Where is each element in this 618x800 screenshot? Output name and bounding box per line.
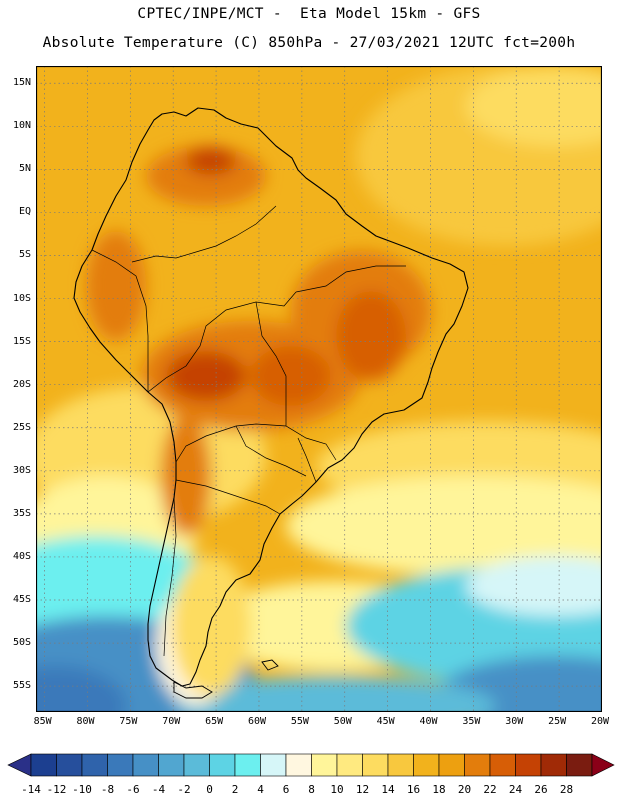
- colorbar-swatch: [107, 753, 134, 777]
- colorbar-label: -10: [72, 783, 92, 796]
- lat-tick-label: 45S: [12, 594, 31, 606]
- lon-tick-label: 30W: [505, 716, 524, 727]
- colorbar-under-arrow: [7, 753, 32, 777]
- colorbar-label: 2: [231, 783, 239, 796]
- colorbar-label: 14: [381, 783, 395, 796]
- colorbar-label: 16: [406, 783, 421, 796]
- lat-tick-label: 35S: [12, 507, 31, 519]
- falkland-islands: [261, 659, 279, 671]
- lat-tick-label: 15N: [12, 77, 31, 89]
- temperature-field: [36, 66, 602, 712]
- map-frame: [36, 66, 602, 712]
- colorbar-label: -4: [151, 783, 166, 796]
- lon-tick-label: 80W: [76, 716, 95, 727]
- colorbar-label: 8: [308, 783, 315, 796]
- colorbar-swatch: [540, 753, 567, 777]
- colorbar-label: 12: [355, 783, 370, 796]
- colorbar-swatch: [362, 753, 389, 777]
- colorbar-swatch: [260, 753, 287, 777]
- lon-tick-label: 75W: [119, 716, 138, 727]
- colorbar-swatch: [566, 753, 593, 777]
- colorbar-swatch: [30, 753, 57, 777]
- lon-tick-label: 55W: [290, 716, 309, 727]
- temperature-map: [36, 66, 602, 712]
- colorbar-label: -8: [100, 783, 115, 796]
- colorbar-swatch: [158, 753, 185, 777]
- colorbar-label: 4: [257, 783, 264, 796]
- colorbar-label: 22: [483, 783, 497, 796]
- colorbar-label: 28: [559, 783, 574, 796]
- map-title-line-1: CPTEC/INPE/MCT - Eta Model 15km - GFS: [137, 6, 481, 22]
- lat-tick-label: 10S: [12, 292, 31, 304]
- colorbar-label: 24: [508, 783, 523, 796]
- colorbar-swatch: [336, 753, 363, 777]
- lon-tick-label: 25W: [548, 716, 567, 727]
- colorbar-swatch: [132, 753, 159, 777]
- colorbar-swatch: [515, 753, 542, 777]
- lat-tick-label: 40S: [12, 550, 31, 562]
- color-scale-bar: [7, 753, 615, 777]
- lon-tick-label: 35W: [462, 716, 481, 727]
- lon-tick-label: 20W: [591, 716, 610, 727]
- colorbar-swatch: [234, 753, 261, 777]
- colorbar-label: 18: [432, 783, 446, 796]
- lat-tick-label: 10N: [12, 120, 31, 132]
- tierra-del-fuego: [173, 681, 213, 699]
- lat-tick-label: 5S: [18, 249, 31, 261]
- colorbar-swatch: [438, 753, 465, 777]
- south-america-coastline: [73, 107, 469, 687]
- colorbar-label: 0: [206, 783, 213, 796]
- lat-tick-label: 30S: [12, 464, 31, 476]
- colorbar-swatch: [209, 753, 236, 777]
- colorbar-swatch: [56, 753, 83, 777]
- lat-tick-label: 5N: [18, 163, 31, 175]
- lon-tick-label: 70W: [162, 716, 181, 727]
- colorbar-swatch: [464, 753, 491, 777]
- map-title-line-2: Absolute Temperature (C) 850hPa - 27/03/…: [42, 35, 576, 51]
- lat-tick-label: EQ: [18, 206, 31, 218]
- colorbar-label: -6: [126, 783, 140, 796]
- colorbar-swatch: [81, 753, 108, 777]
- colorbar-label: -12: [46, 783, 67, 796]
- lon-tick-label: 40W: [419, 716, 438, 727]
- colorbar-label: -2: [177, 783, 191, 796]
- colorbar-label: 20: [457, 783, 472, 796]
- lon-tick-label: 85W: [33, 716, 52, 727]
- colorbar-label: -14: [21, 783, 41, 796]
- colorbar-label: 26: [534, 783, 548, 796]
- colorbar-label: 6: [282, 783, 290, 796]
- colorbar-swatch: [285, 753, 312, 777]
- colorbar-swatch: [387, 753, 414, 777]
- lat-tick-label: 55S: [12, 680, 31, 692]
- colorbar-swatch: [413, 753, 440, 777]
- colorbar-over-arrow: [591, 753, 615, 777]
- lon-tick-label: 50W: [333, 716, 352, 727]
- lat-tick-label: 15S: [12, 335, 31, 347]
- colorbar-swatch: [489, 753, 516, 777]
- colorbar-label: 10: [330, 783, 344, 796]
- lon-tick-label: 45W: [376, 716, 395, 727]
- country-borders: [91, 205, 406, 657]
- colorbar-swatch: [183, 753, 210, 777]
- lon-tick-label: 60W: [247, 716, 267, 727]
- lon-tick-label: 65W: [205, 716, 224, 727]
- lat-tick-label: 50S: [12, 637, 31, 649]
- lat-tick-label: 25S: [12, 421, 31, 433]
- colorbar-swatch: [311, 753, 338, 777]
- lat-tick-label: 20S: [12, 378, 31, 390]
